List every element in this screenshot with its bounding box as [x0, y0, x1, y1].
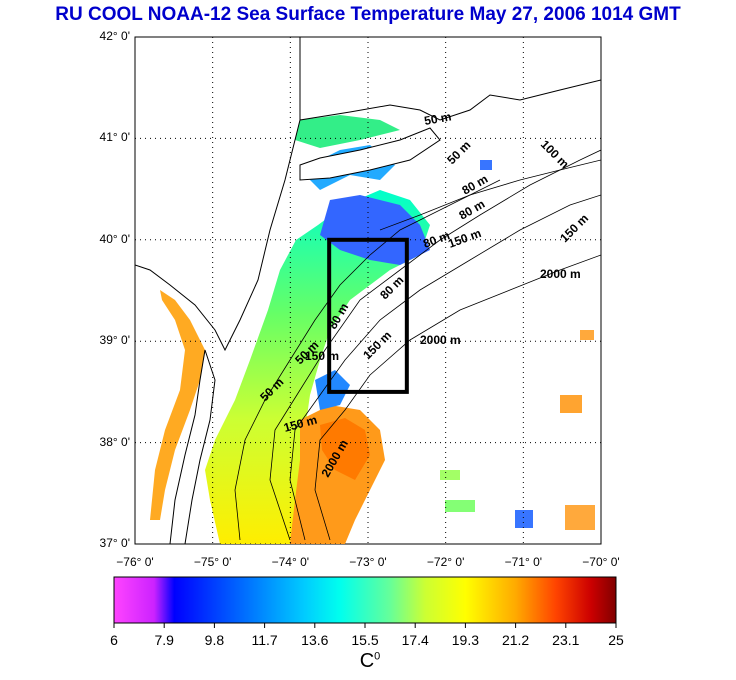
isobath-label: 50 m [423, 109, 452, 128]
longitude-label: −76° 0' [116, 555, 154, 569]
colorbar-unit: C0 [340, 650, 400, 673]
sst-patch [440, 470, 460, 480]
colorbar-ticks [113, 623, 617, 628]
colorbar-tick-label: 19.3 [451, 632, 480, 648]
sst-patch [560, 395, 582, 413]
colorbar-tick-label: 13.6 [301, 632, 329, 648]
latitude-label: 38° 0' [99, 434, 130, 449]
longitude-label: −73° 0' [349, 555, 387, 569]
map-title: RU COOL NOAA-12 Sea Surface Temperature … [55, 4, 681, 25]
isobath-label: 2000 m [420, 333, 461, 347]
land-new-england [299, 37, 601, 121]
sst-patch [565, 505, 595, 530]
colorbar-tick-label: 6 [110, 632, 118, 648]
colorbar-tick-label: 11.7 [251, 632, 278, 648]
sst-field-green-strip [295, 115, 400, 148]
latitude-label: 42° 0' [99, 29, 130, 43]
colorbar-unit-text: C [359, 650, 375, 672]
longitude-label: −70° 0' [582, 555, 620, 569]
land-long-island [299, 127, 441, 181]
sst-patch [515, 510, 533, 528]
latitude-label: 40° 0' [99, 231, 130, 246]
land-delmarva [169, 349, 216, 544]
colorbar-tick-label: 17.4 [401, 632, 429, 648]
longitude-label: −72° 0' [426, 555, 465, 569]
land-new-jersey [135, 37, 301, 352]
sst-field-shelf [205, 190, 430, 544]
longitude-label: −71° 0' [504, 555, 543, 569]
sst-field-warm-core [320, 418, 370, 480]
sst-field-bay [150, 290, 205, 520]
isobath-label: 150 m [305, 349, 339, 363]
sst-field-cool-mid [320, 195, 430, 265]
colorbar-tick-label: 25 [608, 632, 624, 648]
colorbar-tick-label: 21.2 [501, 632, 530, 648]
colorbar-unit-sup: 0 [374, 650, 381, 663]
sst-patch [480, 160, 492, 170]
study-area-box [327, 237, 409, 394]
latitude-label: 37° 0' [99, 536, 130, 550]
colorbar [113, 576, 617, 624]
colorbar-tick-label: 7.9 [154, 632, 174, 648]
sst-patch [445, 500, 475, 512]
latitude-label: 39° 0' [99, 333, 130, 348]
latitude-label: 41° 0' [99, 130, 130, 145]
longitude-label: −74° 0' [271, 555, 310, 569]
colorbar-tick-label: 9.8 [204, 632, 225, 648]
colorbar-tick-label: 23.1 [552, 632, 580, 648]
colorbar-tick-label: 15.5 [351, 632, 379, 648]
isobath-label: 2000 m [540, 267, 581, 281]
longitude-label: −75° 0' [193, 555, 232, 569]
sst-patch [580, 330, 594, 340]
